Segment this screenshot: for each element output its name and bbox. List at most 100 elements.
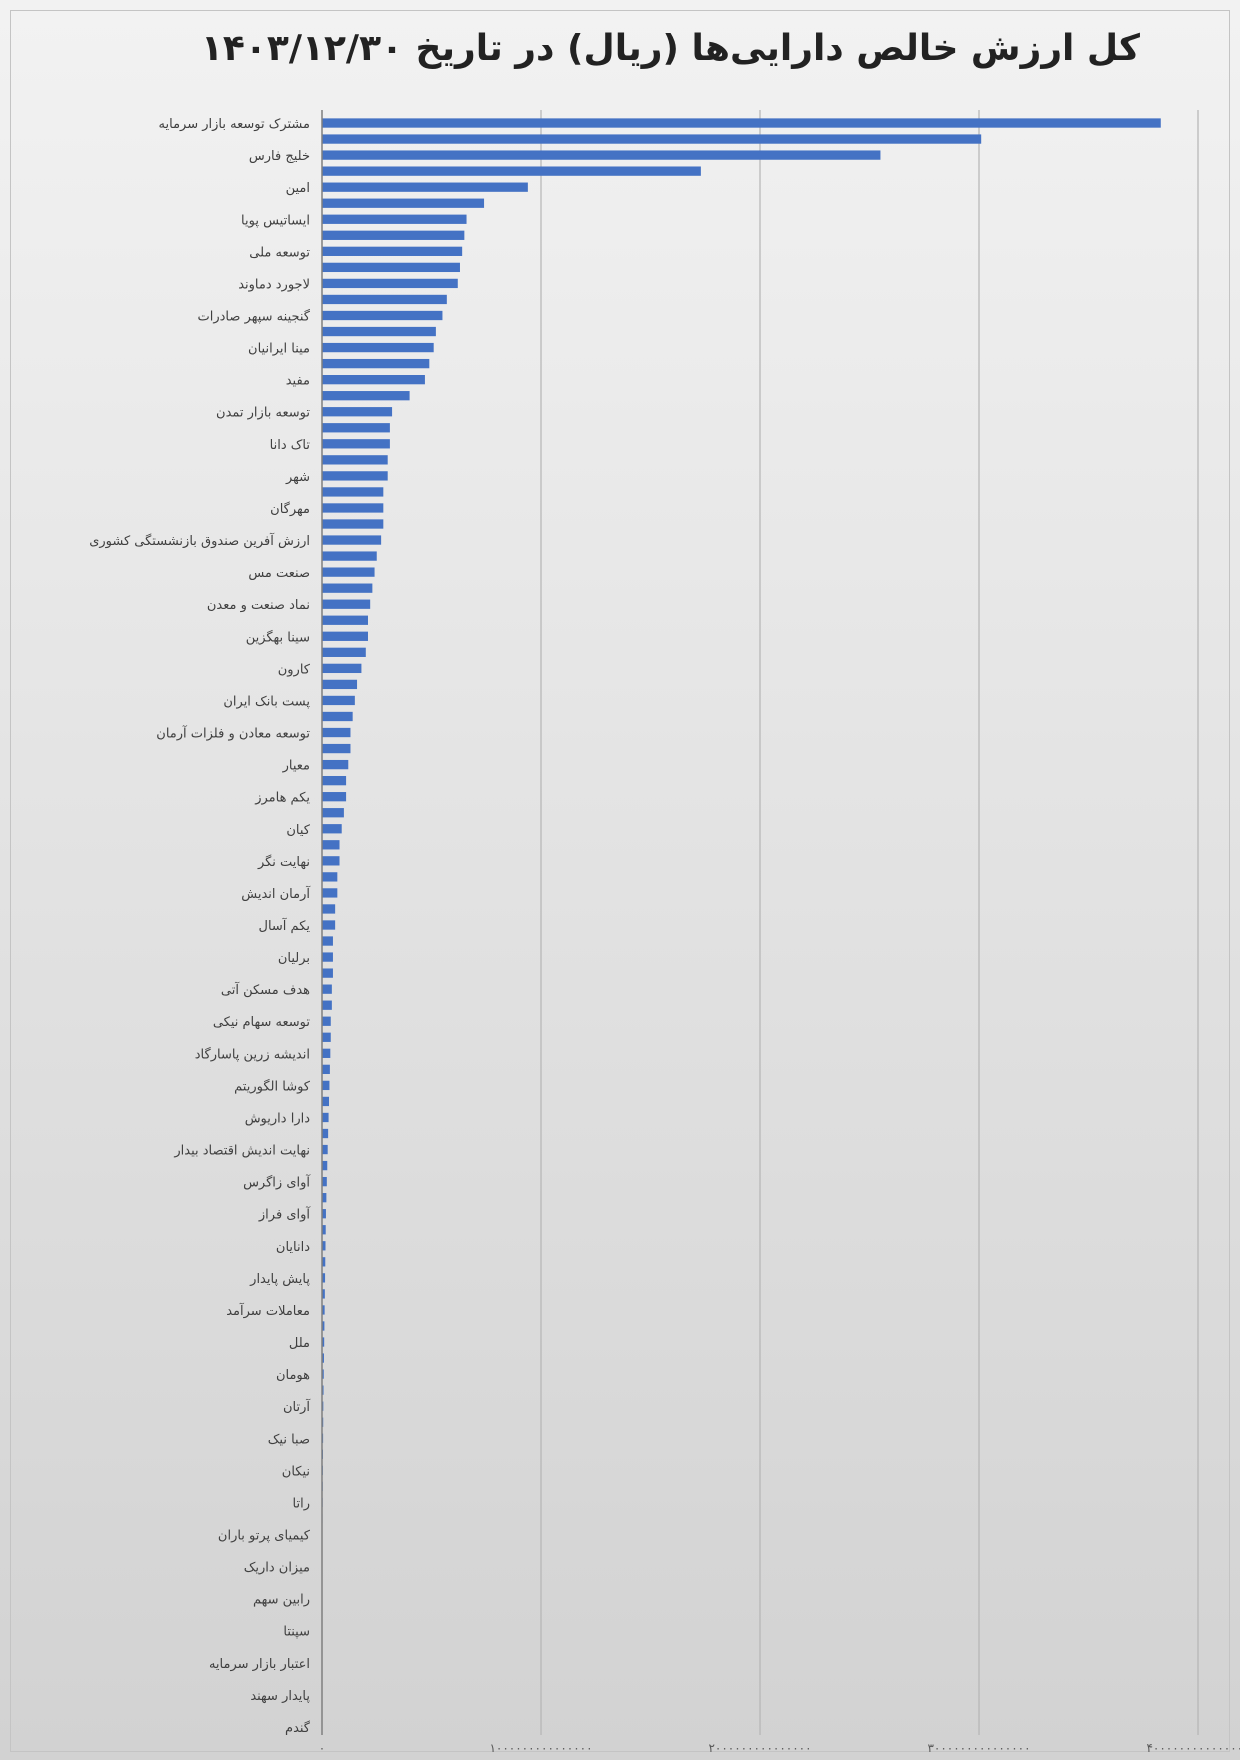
bar: [322, 615, 368, 625]
bar: [322, 1048, 331, 1058]
chart-frame: [10, 10, 1230, 1752]
category-label: یکم آسال: [259, 917, 311, 934]
bar: [322, 487, 384, 497]
bar: [322, 936, 333, 946]
bar: [322, 1305, 325, 1315]
x-tick-label: ۲۰۰۰۰۰۰۰۰۰۰۰۰۰۰۰: [708, 1741, 811, 1755]
bar: [322, 1064, 330, 1075]
category-label: معاملات سرآمد: [226, 1302, 310, 1319]
bar: [322, 1257, 326, 1267]
category-label: شهر: [285, 470, 310, 485]
chart-title: کل ارزش خالص دارایی‌ها (ریال) در تاریخ ۱…: [200, 28, 1140, 69]
category-label: دانایان: [276, 1240, 310, 1255]
bar: [322, 647, 366, 657]
bar: [322, 166, 701, 176]
category-label: کیمیای پرتو باران: [218, 1529, 311, 1544]
bar: [322, 1209, 326, 1219]
bar: [322, 326, 436, 337]
category-label: اعتبار بازار سرمایه: [209, 1657, 310, 1672]
category-label: یکم هامرز: [254, 791, 310, 806]
bar: [322, 663, 362, 674]
bar: [322, 1273, 326, 1283]
category-label: مینا ایرانیان: [248, 342, 310, 357]
bar: [322, 278, 458, 289]
bar: [322, 1080, 330, 1091]
category-label: نهایت اندیش اقتصاد بیدار: [173, 1144, 310, 1159]
category-label: هدف مسکن آتی: [221, 981, 310, 998]
bar: [322, 824, 342, 834]
category-label: پایش پایدار: [249, 1272, 310, 1287]
bar: [322, 631, 368, 641]
category-label: صبا نیک: [268, 1432, 310, 1447]
bar: [322, 856, 340, 866]
bar: [322, 262, 460, 273]
category-label: لاجورد دماوند: [238, 277, 310, 292]
bar: [322, 214, 467, 224]
bar: [322, 1128, 329, 1139]
bar: [322, 743, 351, 754]
x-tick-label: ۴۰۰۰۰۰۰۰۰۰۰۰۰۰۰۰: [1146, 1741, 1240, 1755]
bar: [322, 1353, 324, 1363]
bar: [322, 872, 338, 882]
bar: [322, 342, 434, 353]
bar: [322, 984, 332, 994]
category-label: ارزش آفرین صندوق بازنشستگی کشوری: [89, 532, 310, 549]
bar: [322, 840, 340, 850]
bar: [322, 423, 390, 433]
category-label: هومان: [276, 1368, 310, 1383]
category-label: نماد صنعت و معدن: [207, 598, 310, 613]
bar: [322, 230, 465, 240]
bar: [322, 1369, 324, 1379]
category-label: پست بانک ایران: [223, 694, 310, 709]
category-label: رابین سهم: [253, 1593, 310, 1608]
bar: [322, 1176, 327, 1187]
bar: [322, 1144, 328, 1155]
category-label: توسعه سهام نیکی: [213, 1015, 311, 1030]
category-label: توسعه ملی: [249, 245, 310, 260]
bar: [322, 1385, 324, 1395]
category-label: سپنتا: [283, 1625, 310, 1640]
bar: [322, 808, 344, 818]
bar: [322, 150, 881, 160]
category-label: کوشا الگوریتم: [234, 1078, 311, 1094]
bar: [322, 535, 382, 545]
bar: [322, 503, 384, 513]
x-tick-label: ۱۰۰۰۰۰۰۰۰۰۰۰۰۰۰۰: [489, 1741, 592, 1755]
bar: [322, 1112, 329, 1123]
x-tick-label: ۰: [319, 1741, 325, 1755]
category-label: کارون: [278, 662, 311, 677]
category-label: راتا: [293, 1496, 310, 1511]
bar: [322, 391, 410, 401]
bar: [322, 471, 388, 481]
bar: [322, 968, 333, 978]
bar: [322, 695, 355, 706]
bar: [322, 182, 528, 192]
x-tick-label: ۳۰۰۰۰۰۰۰۰۰۰۰۰۰۰۰: [927, 1741, 1030, 1755]
bar: [322, 455, 388, 465]
category-label: امین: [286, 181, 310, 196]
bar: [322, 792, 347, 802]
bar: [322, 1193, 327, 1203]
bar: [322, 1289, 325, 1299]
bar: [322, 583, 373, 593]
bar: [322, 1016, 331, 1026]
bar: [322, 246, 463, 256]
bar: [322, 920, 336, 930]
category-label: ایساتیس پویا: [241, 213, 310, 228]
bar: [322, 1225, 326, 1235]
bar: [322, 134, 982, 144]
category-label: مشترک توسعه بازار سرمایه: [159, 117, 310, 132]
bar: [322, 551, 377, 561]
bar: [322, 775, 347, 786]
category-label: توسعه بازار تمدن: [216, 406, 310, 421]
category-label: آرتان: [283, 1398, 311, 1415]
category-label: معیار: [282, 759, 310, 774]
bar: [322, 375, 425, 385]
category-label: گنجینه سپهر صادرات: [198, 308, 311, 324]
category-label: دارا داریوش: [245, 1111, 311, 1126]
bar: [322, 1337, 325, 1347]
bar: [322, 888, 338, 898]
bar: [322, 567, 375, 577]
bar: [322, 294, 447, 305]
